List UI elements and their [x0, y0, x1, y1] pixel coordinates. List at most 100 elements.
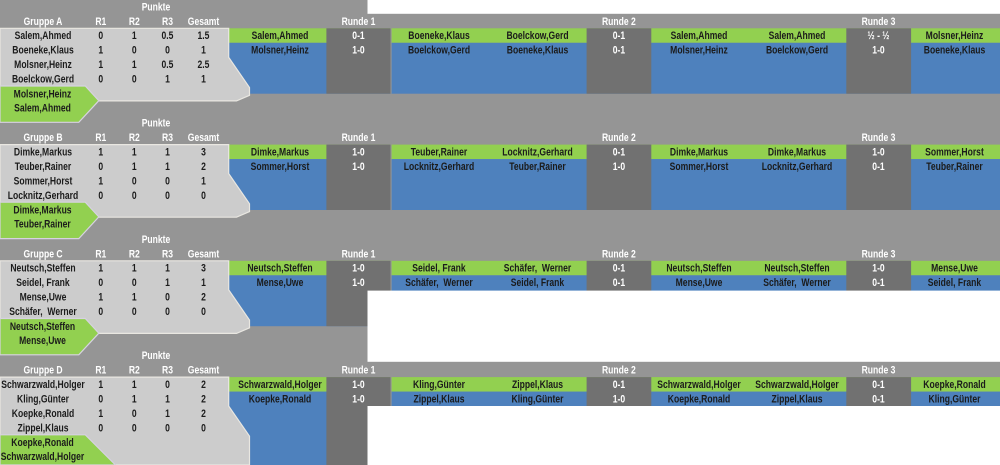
- svg-text:½ - ½: ½ - ½: [868, 30, 890, 42]
- svg-text:Kling,Günter: Kling,Günter: [512, 393, 564, 405]
- svg-text:R2: R2: [129, 365, 140, 377]
- svg-text:Schwarzwald,Holger: Schwarzwald,Holger: [238, 379, 322, 391]
- svg-text:0.5: 0.5: [162, 59, 174, 71]
- svg-text:1.5: 1.5: [198, 30, 210, 42]
- svg-text:0-1: 0-1: [613, 45, 626, 57]
- svg-text:0: 0: [98, 306, 103, 318]
- svg-text:Seidel, Frank: Seidel, Frank: [412, 263, 466, 275]
- svg-text:0-1: 0-1: [613, 263, 626, 275]
- svg-text:Schäfer, Werner: Schäfer, Werner: [763, 277, 831, 289]
- svg-text:0.5: 0.5: [162, 30, 174, 42]
- svg-text:0: 0: [98, 393, 103, 405]
- svg-text:R2: R2: [129, 132, 140, 144]
- svg-text:Schwarzwald,Holger: Schwarzwald,Holger: [1, 451, 85, 463]
- svg-text:0-1: 0-1: [352, 30, 365, 42]
- svg-text:1: 1: [201, 45, 206, 57]
- svg-text:R3: R3: [162, 132, 173, 144]
- svg-text:Punkte: Punkte: [142, 118, 171, 130]
- svg-text:Zippel,Klaus: Zippel,Klaus: [772, 393, 823, 405]
- svg-text:0: 0: [98, 161, 103, 173]
- svg-text:0: 0: [201, 306, 206, 318]
- svg-text:0: 0: [165, 379, 170, 391]
- svg-text:R3: R3: [162, 365, 173, 377]
- svg-text:Gesamt: Gesamt: [188, 132, 220, 144]
- svg-text:Sommer,Horst: Sommer,Horst: [251, 161, 310, 173]
- svg-text:Locknitz,Gerhard: Locknitz,Gerhard: [762, 161, 833, 173]
- svg-text:0-1: 0-1: [613, 379, 626, 391]
- svg-text:2: 2: [201, 408, 206, 420]
- svg-text:Neutsch,Steffen: Neutsch,Steffen: [10, 263, 75, 275]
- svg-text:Zippel,Klaus: Zippel,Klaus: [512, 379, 563, 391]
- svg-text:Locknitz,Gerhard: Locknitz,Gerhard: [8, 190, 79, 202]
- svg-text:1: 1: [165, 147, 170, 159]
- svg-text:1: 1: [98, 408, 103, 420]
- svg-text:2.5: 2.5: [198, 59, 210, 71]
- svg-text:Sommer,Horst: Sommer,Horst: [925, 147, 984, 159]
- svg-text:0-1: 0-1: [613, 277, 626, 289]
- svg-text:1-0: 1-0: [352, 277, 365, 289]
- svg-text:Boelckow,Gerd: Boelckow,Gerd: [12, 74, 74, 86]
- svg-text:Dimke,Markus: Dimke,Markus: [251, 147, 310, 159]
- svg-text:0: 0: [132, 306, 137, 318]
- svg-text:Schäfer, Werner: Schäfer, Werner: [405, 277, 473, 289]
- svg-text:1: 1: [132, 292, 137, 304]
- svg-text:Teuber,Rainer: Teuber,Rainer: [926, 161, 983, 173]
- svg-text:Teuber,Rainer: Teuber,Rainer: [411, 147, 468, 159]
- svg-text:Teuber,Rainer: Teuber,Rainer: [15, 161, 72, 173]
- svg-text:1: 1: [98, 147, 103, 159]
- svg-text:R3: R3: [162, 248, 173, 260]
- svg-text:1: 1: [165, 161, 170, 173]
- svg-text:0: 0: [132, 190, 137, 202]
- svg-text:0: 0: [98, 422, 103, 434]
- svg-text:Koepke,Ronald: Koepke,Ronald: [12, 408, 74, 420]
- svg-text:2: 2: [201, 393, 206, 405]
- svg-text:Runde 3: Runde 3: [862, 248, 896, 260]
- svg-text:Molsner,Heinz: Molsner,Heinz: [926, 30, 984, 42]
- svg-text:0: 0: [98, 74, 103, 86]
- svg-text:1: 1: [165, 393, 170, 405]
- svg-text:Seidel, Frank: Seidel, Frank: [511, 277, 565, 289]
- svg-text:0: 0: [201, 190, 206, 202]
- svg-text:Punkte: Punkte: [142, 350, 171, 362]
- svg-text:0: 0: [165, 422, 170, 434]
- svg-text:Dimke,Markus: Dimke,Markus: [13, 205, 72, 217]
- svg-text:Sommer,Horst: Sommer,Horst: [670, 161, 729, 173]
- svg-text:Zippel,Klaus: Zippel,Klaus: [414, 393, 465, 405]
- svg-text:Koepke,Ronald: Koepke,Ronald: [11, 437, 73, 449]
- svg-text:Boelckow,Gerd: Boelckow,Gerd: [408, 45, 470, 57]
- svg-text:Gesamt: Gesamt: [188, 16, 220, 28]
- svg-text:Boelckow,Gerd: Boelckow,Gerd: [506, 30, 568, 42]
- svg-text:1: 1: [132, 393, 137, 405]
- svg-text:Gruppe D: Gruppe D: [23, 365, 62, 377]
- svg-text:0: 0: [132, 277, 137, 289]
- svg-text:Mense,Uwe: Mense,Uwe: [20, 292, 67, 304]
- svg-text:Runde 2: Runde 2: [602, 16, 636, 28]
- svg-text:1: 1: [98, 379, 103, 391]
- svg-text:1: 1: [165, 263, 170, 275]
- svg-text:Mense,Uwe: Mense,Uwe: [931, 263, 978, 275]
- svg-text:0: 0: [201, 422, 206, 434]
- svg-text:1: 1: [98, 176, 103, 188]
- svg-text:Molsner,Heinz: Molsner,Heinz: [14, 88, 72, 100]
- svg-text:Boeneke,Klaus: Boeneke,Klaus: [408, 30, 470, 42]
- svg-text:1: 1: [132, 263, 137, 275]
- svg-text:2: 2: [201, 379, 206, 391]
- svg-text:1-0: 1-0: [872, 263, 885, 275]
- svg-text:0-1: 0-1: [613, 147, 626, 159]
- svg-text:Gruppe C: Gruppe C: [23, 248, 62, 260]
- svg-text:Molsner,Heinz: Molsner,Heinz: [251, 45, 309, 57]
- svg-text:1-0: 1-0: [352, 161, 365, 173]
- svg-text:1: 1: [98, 263, 103, 275]
- svg-text:1-0: 1-0: [352, 379, 365, 391]
- svg-text:Mense,Uwe: Mense,Uwe: [257, 277, 304, 289]
- svg-text:Locknitz,Gerhard: Locknitz,Gerhard: [502, 147, 573, 159]
- svg-text:Neutsch,Steffen: Neutsch,Steffen: [247, 263, 312, 275]
- svg-text:Neutsch,Steffen: Neutsch,Steffen: [666, 263, 731, 275]
- svg-text:Runde 2: Runde 2: [602, 365, 636, 377]
- svg-text:Runde 2: Runde 2: [602, 132, 636, 144]
- svg-text:0-1: 0-1: [613, 30, 626, 42]
- svg-text:1-0: 1-0: [352, 147, 365, 159]
- svg-text:1: 1: [201, 176, 206, 188]
- svg-text:Runde 3: Runde 3: [862, 365, 896, 377]
- svg-text:Boelckow,Gerd: Boelckow,Gerd: [766, 45, 828, 57]
